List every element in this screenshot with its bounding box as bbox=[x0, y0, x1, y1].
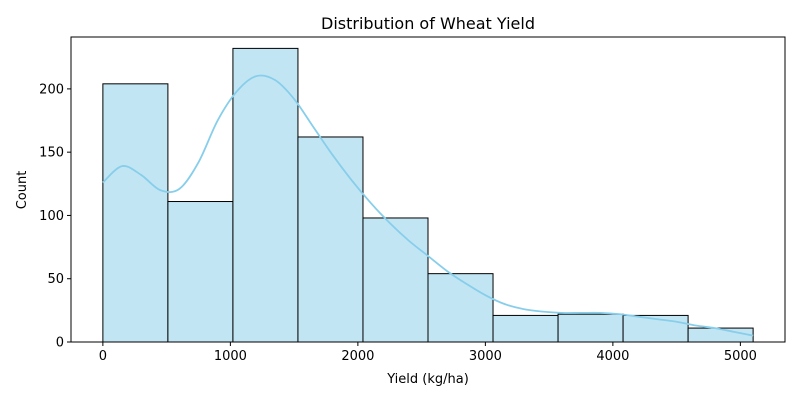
x-tick-label-0: 0 bbox=[99, 349, 107, 364]
histogram-bars bbox=[102, 47, 754, 343]
kde-curve bbox=[102, 74, 754, 337]
histogram-bar-9 bbox=[687, 327, 754, 343]
y-axis-label: Count bbox=[15, 171, 30, 210]
histogram-bar-1 bbox=[167, 201, 234, 343]
histogram-bar-0 bbox=[102, 83, 169, 343]
plot-frame bbox=[70, 36, 786, 343]
x-tick-label-4: 4000 bbox=[596, 349, 629, 364]
y-tick-label-3: 150 bbox=[39, 146, 64, 161]
histogram-bar-4 bbox=[362, 217, 429, 343]
x-tick-label-5: 5000 bbox=[724, 349, 757, 364]
histogram-bar-2 bbox=[232, 47, 299, 343]
x-tick-label-2: 2000 bbox=[341, 349, 374, 364]
histogram-bar-6 bbox=[492, 314, 559, 343]
y-tick-label-1: 50 bbox=[47, 272, 64, 287]
y-tick-label-0: 0 bbox=[56, 336, 64, 351]
y-tick-label-2: 100 bbox=[39, 209, 64, 224]
x-tick-label-1: 1000 bbox=[214, 349, 247, 364]
histogram-bar-3 bbox=[297, 136, 364, 343]
x-axis: 0 1000 2000 3000 4000 5000 bbox=[99, 342, 757, 364]
chart-title: Distribution of Wheat Yield bbox=[321, 14, 535, 33]
y-tick-label-4: 200 bbox=[39, 82, 64, 97]
x-tick-label-3: 3000 bbox=[469, 349, 502, 364]
histogram-bar-5 bbox=[427, 273, 494, 343]
histogram-bar-7 bbox=[557, 313, 624, 343]
x-axis-label: Yield (kg/ha) bbox=[386, 372, 469, 387]
y-axis: 0 50 100 150 200 bbox=[39, 82, 71, 351]
kde-curve-group bbox=[102, 74, 754, 337]
